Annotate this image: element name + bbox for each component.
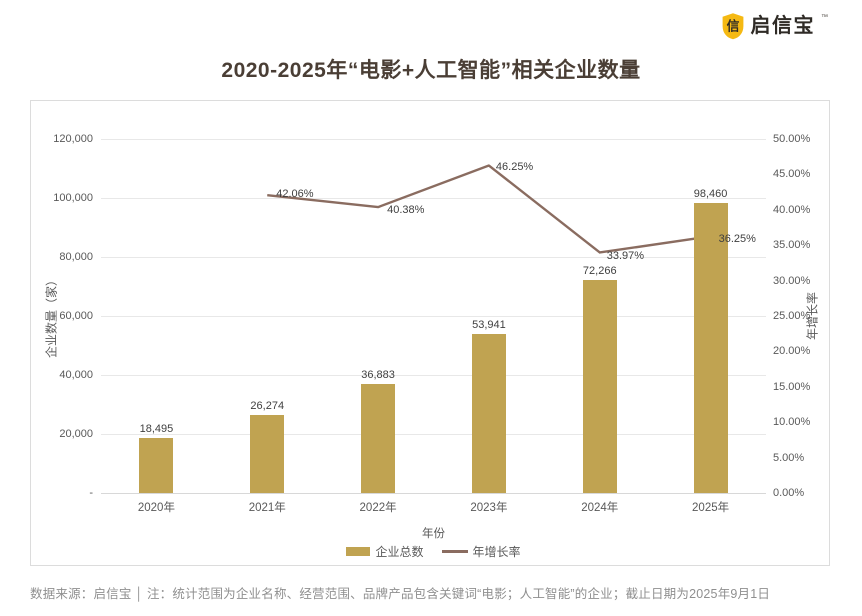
y-axis-tick-label: - xyxy=(89,487,93,499)
chart-legend: 企业总数 年增长率 xyxy=(101,543,766,560)
trademark-mark: ™ xyxy=(821,14,828,21)
y2-axis-tick-label: 45.00% xyxy=(773,168,811,181)
x-axis-title: 年份 xyxy=(422,528,445,540)
legend-item-line: 年增长率 xyxy=(441,543,521,560)
bar-2020年 xyxy=(139,438,174,493)
bar-value-label: 53,941 xyxy=(472,318,506,331)
y2-axis-tick-label: 35.00% xyxy=(773,239,811,252)
y2-axis-tick-label: 15.00% xyxy=(773,380,811,393)
brand-name: 启信宝 xyxy=(750,15,815,37)
legend-label: 年增长率 xyxy=(472,545,521,559)
qixinbao-logo: 信 启信宝 ™ xyxy=(721,12,828,40)
y2-axis-tick-label: 10.00% xyxy=(773,416,811,429)
line-point-label: 40.38% xyxy=(387,204,425,217)
bar-value-label: 36,883 xyxy=(361,369,395,382)
gridline xyxy=(101,139,766,140)
chart-card: 企业数量（家） 年增长率 年份 企业总数 年增长率 120,000 100,000 8… xyxy=(30,100,830,566)
bar-value-label: 72,266 xyxy=(582,264,617,277)
line-point-label: 46.25% xyxy=(495,160,534,173)
data-source-note: 数据来源：启信宝 │ 注：统计范围为企业名称、经营范围、品牌产品包含关键词“电影… xyxy=(30,587,771,601)
gridline xyxy=(101,257,766,258)
y-axis-tick-label: 80,000 xyxy=(59,251,93,263)
bar-2022年 xyxy=(361,384,396,493)
legend-label: 企业总数 xyxy=(375,545,424,559)
line-point-label: 42.06% xyxy=(276,188,314,201)
gridline xyxy=(101,316,766,317)
y2-axis-tick-label: 50.00% xyxy=(773,133,811,145)
gridline xyxy=(101,493,766,494)
bar-value-label: 18,495 xyxy=(139,423,174,436)
x-axis-tick-label: 2025年 xyxy=(692,502,730,514)
bar-2021年 xyxy=(250,415,285,493)
line-point-label: 36.25% xyxy=(718,233,756,246)
growth-rate-line xyxy=(267,164,711,254)
bar-value-label: 98,460 xyxy=(693,187,728,200)
bar-2024年 xyxy=(582,279,617,493)
y-axis-tick-label: 100,000 xyxy=(53,192,93,204)
bar-2025年 xyxy=(693,202,728,493)
x-axis-tick-label: 2023年 xyxy=(470,502,508,514)
y-axis-tick-label: 20,000 xyxy=(59,428,93,440)
y2-axis-tick-label: 25.00% xyxy=(773,310,811,322)
y2-axis-tick-label: 30.00% xyxy=(773,274,811,287)
gridline xyxy=(101,434,766,435)
bar-2023年 xyxy=(471,333,506,493)
shield-glyph: 信 xyxy=(726,18,739,33)
x-axis-tick-label: 2020年 xyxy=(137,502,175,514)
y-axis-tick-label: 60,000 xyxy=(59,310,93,322)
y-axis-tick-label: 120,000 xyxy=(53,133,93,145)
shield-logo-icon: 信 xyxy=(722,13,743,40)
bar-value-label: 26,274 xyxy=(250,400,285,413)
legend-bar-swatch xyxy=(346,547,371,556)
gridline xyxy=(101,375,766,376)
x-axis-tick-label: 2021年 xyxy=(248,502,286,514)
chart-canvas: 企业数量（家） 年增长率 年份 企业总数 年增长率 120,000 100,000 8… xyxy=(31,101,829,565)
x-axis-tick-label: 2024年 xyxy=(581,502,619,514)
legend-item-bar: 企业总数 xyxy=(346,543,424,560)
y2-axis-tick-label: 40.00% xyxy=(773,203,811,216)
y2-axis-tick-label: 5.00% xyxy=(773,451,805,464)
y2-axis-tick-label: 0.00% xyxy=(773,487,805,499)
legend-line-swatch xyxy=(441,550,468,553)
chart-title: 2020-2025年“电影+人工智能”相关企业数量 xyxy=(221,59,641,82)
y-axis-tick-label: 40,000 xyxy=(59,369,93,381)
gridline xyxy=(101,198,766,199)
line-point-label: 33.97% xyxy=(606,250,645,263)
x-axis-tick-label: 2022年 xyxy=(359,502,397,514)
y2-axis-tick-label: 20.00% xyxy=(773,345,811,358)
